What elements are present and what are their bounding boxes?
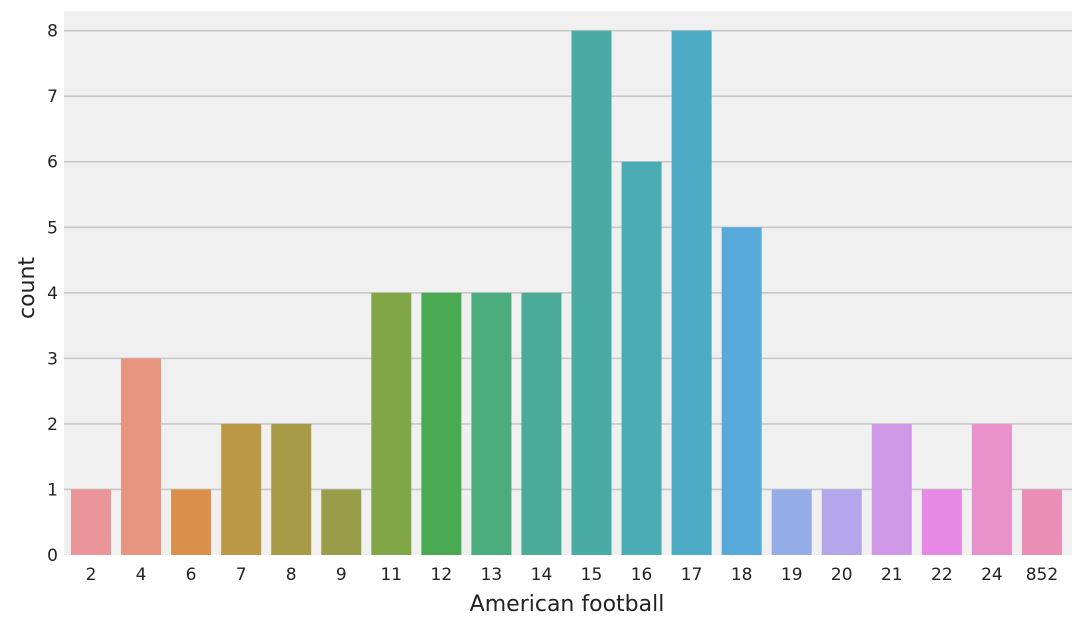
x-tick-17: 17 xyxy=(681,565,703,585)
x-tick-12: 12 xyxy=(431,565,453,585)
bar-12 xyxy=(421,292,462,555)
x-tick-8: 8 xyxy=(286,565,297,585)
x-tick-15: 15 xyxy=(581,565,603,585)
bars xyxy=(71,30,1062,555)
x-tick-852: 852 xyxy=(1026,565,1058,585)
bar-14 xyxy=(521,292,562,555)
bar-18 xyxy=(721,227,762,555)
x-tick-20: 20 xyxy=(831,565,853,585)
bar-24 xyxy=(971,423,1012,555)
bar-16 xyxy=(621,161,662,555)
bar-2 xyxy=(71,489,111,555)
bar-20 xyxy=(821,489,862,555)
x-tick-4: 4 xyxy=(136,565,147,585)
x-tick-11: 11 xyxy=(380,565,402,585)
bar-8 xyxy=(271,423,312,555)
bar-6 xyxy=(171,489,212,555)
bar-9 xyxy=(321,489,362,555)
y-tick-8: 8 xyxy=(47,22,58,42)
bar-22 xyxy=(921,489,962,555)
bar-15 xyxy=(571,30,612,555)
x-tick-18: 18 xyxy=(731,565,753,585)
x-tick-7: 7 xyxy=(236,565,247,585)
y-tick-4: 4 xyxy=(47,284,58,304)
y-tick-7: 7 xyxy=(47,87,58,107)
x-tick-19: 19 xyxy=(781,565,803,585)
x-tick-14: 14 xyxy=(531,565,553,585)
bar-17 xyxy=(671,30,712,555)
x-tick-21: 21 xyxy=(881,565,903,585)
bar-11 xyxy=(371,292,412,555)
bar-4 xyxy=(121,358,162,555)
y-tick-6: 6 xyxy=(47,153,58,173)
x-tick-2: 2 xyxy=(86,565,97,585)
bar-852 xyxy=(1021,489,1062,555)
x-tick-labels: 2 4 6 7 8 9 11 12 13 14 15 16 17 18 19 20 21 22 24 852 xyxy=(86,565,1059,585)
y-tick-3: 3 xyxy=(47,349,58,369)
plot-background xyxy=(64,11,1072,555)
bar-19 xyxy=(771,489,812,555)
x-tick-9: 9 xyxy=(336,565,347,585)
y-tick-2: 2 xyxy=(47,415,58,435)
y-tick-labels: 0 1 2 3 4 5 6 7 8 xyxy=(47,22,58,566)
x-tick-22: 22 xyxy=(931,565,953,585)
y-tick-1: 1 xyxy=(47,480,58,500)
x-tick-24: 24 xyxy=(981,565,1003,585)
x-tick-6: 6 xyxy=(186,565,197,585)
x-tick-16: 16 xyxy=(631,565,653,585)
bar-13 xyxy=(471,292,512,555)
bar-21 xyxy=(871,423,912,555)
bar-7 xyxy=(221,423,262,555)
y-axis-label: count xyxy=(15,257,40,319)
y-tick-0: 0 xyxy=(47,546,58,566)
x-tick-13: 13 xyxy=(481,565,503,585)
y-tick-5: 5 xyxy=(47,218,58,238)
x-axis-label: American football xyxy=(470,592,665,617)
